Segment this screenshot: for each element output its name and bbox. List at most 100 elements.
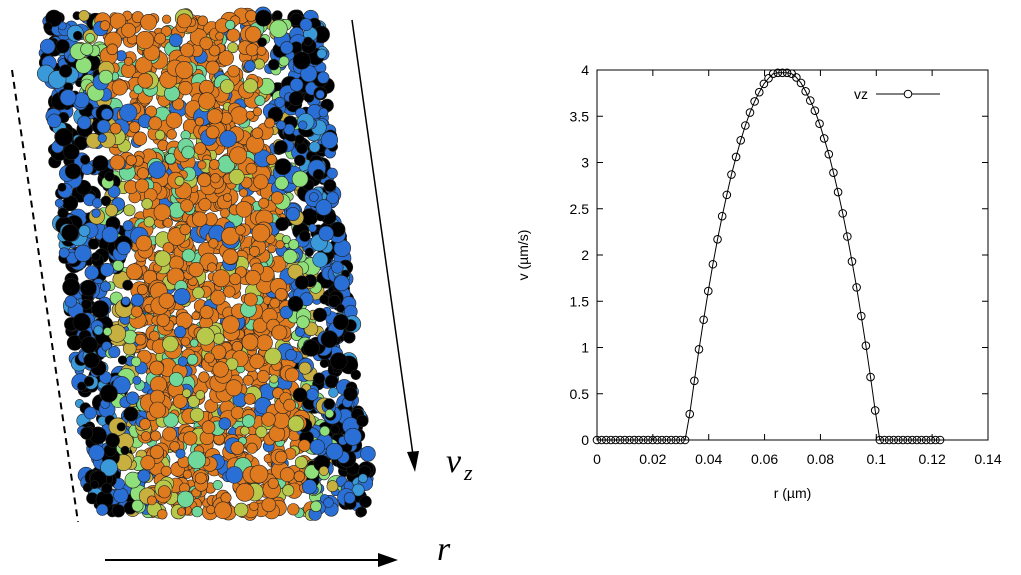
particle xyxy=(135,30,155,50)
particle xyxy=(243,78,259,94)
particle xyxy=(225,19,236,30)
particle xyxy=(312,307,328,323)
particle xyxy=(249,501,259,511)
particle xyxy=(267,244,277,254)
particle xyxy=(180,199,194,213)
particle xyxy=(121,22,136,38)
particle xyxy=(243,292,258,307)
y-tick-label: 4 xyxy=(581,62,589,78)
particle xyxy=(156,313,170,327)
y-tick-label: 0 xyxy=(581,432,589,448)
particle xyxy=(292,51,311,70)
particle xyxy=(212,269,231,288)
particle xyxy=(299,18,313,31)
data-point xyxy=(926,435,936,445)
particle xyxy=(72,313,91,332)
particle xyxy=(104,171,115,182)
particle xyxy=(140,431,151,442)
y-tick-label: 0.5 xyxy=(570,386,590,402)
particle xyxy=(206,262,217,273)
particle xyxy=(80,279,97,297)
particle xyxy=(298,120,308,130)
particle xyxy=(210,173,221,184)
data-point xyxy=(601,435,611,445)
data-point xyxy=(801,86,810,96)
particle xyxy=(358,473,368,484)
particle xyxy=(100,458,118,477)
particle xyxy=(235,201,253,218)
y-tick-label: 2 xyxy=(581,247,589,263)
particle xyxy=(74,244,92,262)
particle xyxy=(64,295,77,308)
particle xyxy=(241,333,259,351)
particle xyxy=(343,386,358,402)
particle xyxy=(113,487,129,504)
data-point xyxy=(754,87,764,97)
particle xyxy=(45,9,63,27)
particle xyxy=(279,305,293,320)
particle xyxy=(198,198,212,212)
data-point xyxy=(694,345,704,354)
particle xyxy=(100,108,113,121)
particle xyxy=(179,223,191,236)
particle xyxy=(140,13,157,31)
y-axis-label: v (µm/s) xyxy=(515,230,531,281)
particle xyxy=(285,348,298,361)
particle xyxy=(100,195,112,207)
particle xyxy=(275,217,290,231)
particle xyxy=(278,55,290,67)
particle xyxy=(194,116,205,127)
particle xyxy=(141,198,153,210)
particle xyxy=(219,208,230,218)
particle xyxy=(284,367,300,382)
data-point xyxy=(880,435,889,445)
particle xyxy=(100,262,114,277)
particle xyxy=(256,370,270,383)
particle xyxy=(182,469,192,479)
particle xyxy=(206,108,223,125)
data-point xyxy=(917,435,926,445)
data-point xyxy=(764,74,773,83)
particle xyxy=(125,154,137,166)
particle xyxy=(221,227,240,246)
particle xyxy=(143,216,155,228)
particle xyxy=(281,235,291,244)
data-point xyxy=(736,136,746,145)
particle xyxy=(106,43,119,56)
particle xyxy=(318,225,334,242)
particle xyxy=(131,499,144,512)
particle xyxy=(274,96,286,108)
data-point xyxy=(731,152,741,162)
particle xyxy=(108,345,121,358)
particle xyxy=(230,441,245,455)
particle xyxy=(276,120,286,130)
particle xyxy=(126,391,140,405)
particle xyxy=(47,113,62,129)
particle xyxy=(312,251,329,268)
particle xyxy=(287,263,304,280)
data-point xyxy=(778,68,787,78)
particle xyxy=(128,121,141,133)
data-point xyxy=(856,311,866,321)
particle xyxy=(91,252,101,262)
particle xyxy=(283,398,296,412)
particle xyxy=(198,371,210,383)
particle xyxy=(150,430,161,442)
data-point xyxy=(606,435,616,445)
data-point xyxy=(643,435,653,445)
particle xyxy=(318,107,329,118)
particle xyxy=(239,188,248,198)
particle xyxy=(274,450,288,464)
particle xyxy=(112,376,131,395)
particle xyxy=(267,477,279,489)
particle xyxy=(306,388,319,401)
particle xyxy=(282,484,295,497)
particle xyxy=(162,426,177,442)
particle xyxy=(136,284,148,296)
data-point xyxy=(810,106,820,115)
particle xyxy=(192,211,208,227)
particle xyxy=(356,506,367,517)
particle xyxy=(189,407,205,423)
particle xyxy=(107,185,121,198)
data-point xyxy=(889,435,899,445)
